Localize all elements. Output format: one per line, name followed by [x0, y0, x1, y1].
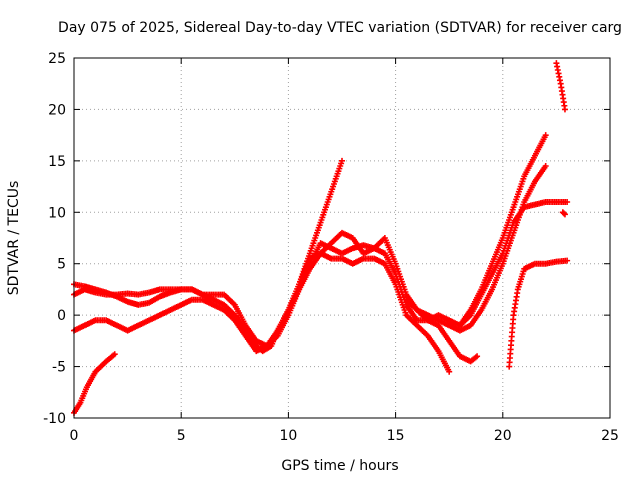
- data-point: [564, 199, 571, 205]
- x-tick-label: 25: [601, 428, 619, 444]
- y-tick-label: -10: [43, 411, 66, 427]
- y-axis-label: SDTVAR / TECUs: [6, 181, 22, 296]
- series-track-4: [71, 351, 118, 416]
- chart-title: Day 075 of 2025, Sidereal Day-to-day VTE…: [58, 20, 622, 36]
- grid-lines: [74, 58, 610, 418]
- y-tick-label: 5: [57, 257, 66, 273]
- data-point: [111, 351, 118, 358]
- y-tick-label: 0: [57, 308, 66, 324]
- data-point: [542, 163, 549, 169]
- series-track-5: [296, 157, 345, 288]
- x-tick-label: 10: [279, 428, 297, 444]
- data-point: [474, 353, 481, 360]
- x-tick-label: 5: [177, 428, 186, 444]
- data-point: [561, 211, 568, 218]
- data-point: [560, 210, 567, 217]
- plot-frame: [73, 57, 611, 419]
- data-point: [339, 157, 345, 164]
- y-tick-label: 20: [48, 102, 66, 118]
- data-point: [446, 368, 453, 375]
- data-point: [561, 106, 568, 113]
- y-tick-label: 25: [48, 51, 66, 67]
- y-tick-label: 10: [48, 205, 66, 221]
- data-point: [542, 132, 549, 139]
- series-track-8: [506, 257, 571, 370]
- axis-ticks: 0 5 10 15 20 25 -10 -5 0 5 10 15 20 25: [43, 51, 619, 444]
- y-tick-label: -5: [52, 360, 66, 376]
- series-track-7: [456, 132, 549, 329]
- x-tick-label: 0: [70, 428, 79, 444]
- data-point: [564, 257, 571, 264]
- series-track-10: [559, 209, 568, 218]
- data-points: [71, 60, 571, 416]
- x-axis-label: GPS time / hours: [281, 458, 398, 474]
- x-tick-label: 20: [494, 428, 512, 444]
- series-track-6: [403, 296, 481, 365]
- series-track-9: [553, 60, 568, 113]
- x-tick-label: 15: [387, 428, 405, 444]
- y-tick-label: 15: [48, 154, 66, 170]
